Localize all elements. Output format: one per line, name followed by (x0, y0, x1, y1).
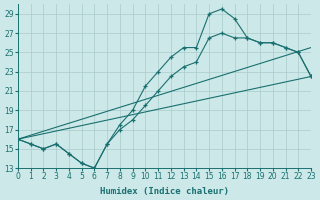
X-axis label: Humidex (Indice chaleur): Humidex (Indice chaleur) (100, 187, 229, 196)
